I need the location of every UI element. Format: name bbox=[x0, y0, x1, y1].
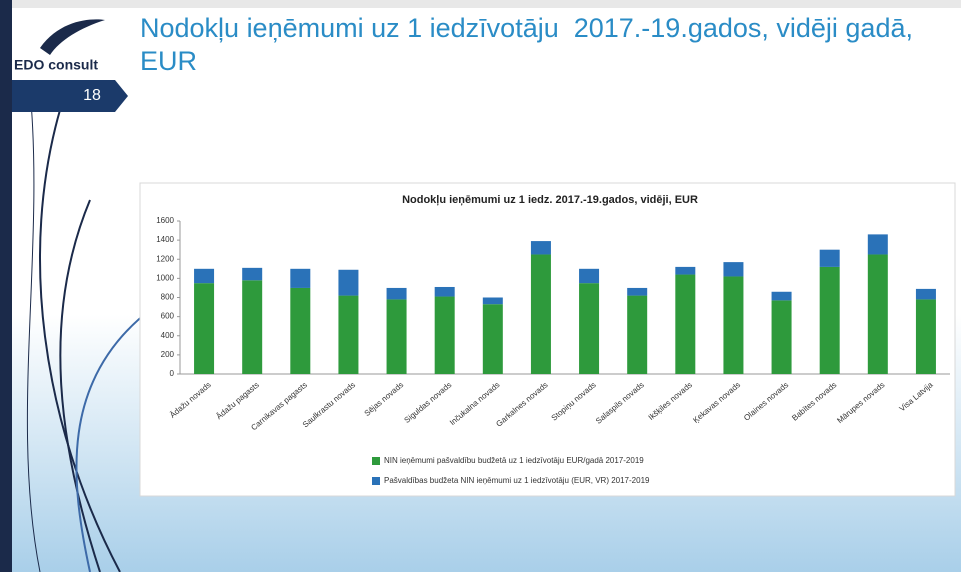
legend-swatch bbox=[372, 477, 380, 485]
bar-segment bbox=[627, 287, 648, 296]
bar-segment bbox=[290, 268, 311, 288]
page-number: 18 bbox=[83, 87, 101, 104]
y-tick-label: 1000 bbox=[156, 273, 174, 282]
y-tick-label: 400 bbox=[161, 331, 175, 340]
bar-segment bbox=[530, 254, 551, 374]
bar-segment bbox=[867, 254, 888, 374]
bar-segment bbox=[675, 274, 696, 374]
bar-segment bbox=[434, 296, 455, 374]
bar-segment bbox=[771, 291, 792, 301]
bar-segment bbox=[194, 268, 215, 284]
page-badge bbox=[12, 80, 128, 112]
bar-segment bbox=[338, 269, 359, 296]
bar-segment bbox=[915, 288, 936, 300]
bar-segment bbox=[627, 295, 648, 374]
bar-segment bbox=[530, 241, 551, 255]
y-tick-label: 200 bbox=[161, 350, 175, 359]
bar-segment bbox=[723, 276, 744, 374]
bar-segment bbox=[819, 249, 840, 267]
bar-segment bbox=[482, 304, 503, 374]
bar-segment bbox=[867, 234, 888, 255]
left-edge bbox=[0, 0, 12, 572]
y-tick-label: 600 bbox=[161, 312, 175, 321]
bar-segment bbox=[242, 267, 263, 281]
chart-title: Nodokļu ieņēmumi uz 1 iedz. 2017.-19.gad… bbox=[402, 194, 698, 206]
bar-segment bbox=[194, 283, 215, 374]
logo-text: EDO consult bbox=[14, 57, 98, 73]
bar-segment bbox=[242, 280, 263, 374]
bar-segment bbox=[579, 268, 600, 284]
legend-swatch bbox=[372, 457, 380, 465]
bar-segment bbox=[338, 295, 359, 374]
bar-segment bbox=[675, 266, 696, 275]
bar-segment bbox=[386, 287, 407, 300]
bar-segment bbox=[579, 283, 600, 374]
bar-segment bbox=[819, 266, 840, 374]
y-tick-label: 0 bbox=[170, 369, 175, 378]
bar-segment bbox=[386, 299, 407, 374]
bar-segment bbox=[723, 262, 744, 277]
y-tick-label: 1400 bbox=[156, 235, 174, 244]
logo-box bbox=[12, 10, 122, 80]
bar-segment bbox=[915, 299, 936, 374]
y-tick-label: 1200 bbox=[156, 254, 174, 263]
legend-label: NIN ieņēmumi pašvaldību budžetā uz 1 ied… bbox=[384, 456, 644, 465]
bar-segment bbox=[771, 300, 792, 374]
slide-title-box: Nodokļu ieņēmumi uz 1 iedzīvotāju 2017.-… bbox=[140, 13, 920, 76]
logo-mark bbox=[40, 19, 105, 55]
slide-title: Nodokļu ieņēmumi uz 1 iedzīvotāju 2017.-… bbox=[140, 13, 920, 76]
legend-label: Pašvaldības budžeta NIN ieņēmumi uz 1 ie… bbox=[384, 476, 650, 485]
scan-edge bbox=[0, 0, 961, 8]
y-tick-label: 800 bbox=[161, 293, 175, 302]
bar-segment bbox=[434, 286, 455, 297]
bar-segment bbox=[482, 297, 503, 305]
bar-segment bbox=[290, 287, 311, 374]
decor-curves bbox=[26, 89, 151, 572]
y-tick-label: 1600 bbox=[156, 216, 174, 225]
